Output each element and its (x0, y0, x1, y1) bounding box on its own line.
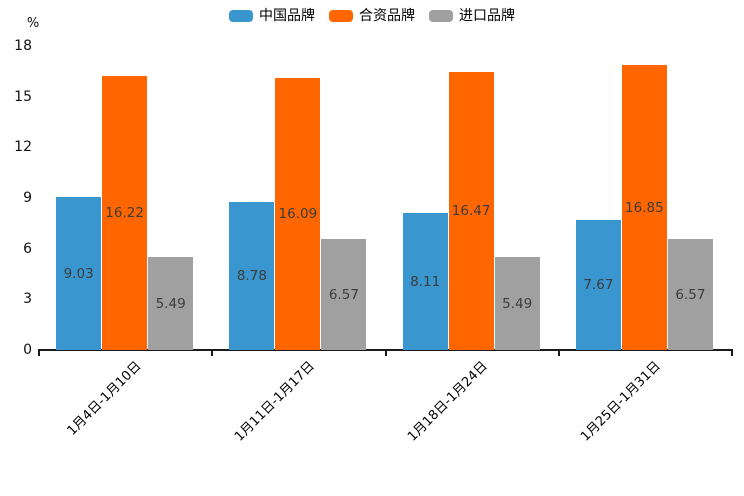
legend-label: 中国品牌 (259, 8, 315, 24)
y-tick-label: 6 (23, 240, 32, 257)
bar-value-label: 5.49 (155, 295, 186, 312)
legend-item-0: 中国品牌 (229, 8, 315, 24)
bar-value-label: 16.47 (451, 203, 491, 219)
bar-进口品牌-1: 6.57 (321, 239, 367, 350)
bar-中国品牌-0: 9.03 (56, 197, 102, 350)
x-tick-mark (38, 351, 40, 356)
bar-中国品牌-1: 8.78 (229, 202, 275, 350)
y-tick-label: 9 (23, 190, 32, 206)
y-tick-label: 12 (14, 139, 32, 156)
x-axis-line (38, 349, 733, 351)
bar-value-label: 7.67 (583, 277, 614, 293)
bar-value-label: 16.85 (625, 199, 664, 216)
y-tick-label: 18 (14, 38, 32, 54)
legend-label: 合资品牌 (359, 8, 415, 24)
y-tick-label: 0 (23, 342, 32, 358)
x-tick-mark (731, 351, 733, 356)
x-tick-label: 1月25日-1月31日 (578, 358, 664, 445)
legend-swatch-icon (329, 10, 353, 22)
bar-value-label: 16.22 (105, 205, 144, 221)
bar-value-label: 8.78 (236, 268, 267, 284)
bar-进口品牌-3: 6.57 (667, 239, 713, 350)
bar-合资品牌-1: 16.09 (275, 78, 321, 350)
bar-value-label: 8.11 (410, 273, 441, 290)
bar-group: 7.67 16.85 6.57 (575, 46, 713, 350)
bar-group: 8.11 16.47 5.49 (402, 46, 540, 350)
bar-合资品牌-3: 16.85 (621, 65, 667, 350)
x-tick-label: 1月4日-1月10日 (64, 358, 145, 439)
y-tick-label: 15 (14, 88, 32, 105)
legend-swatch-icon (429, 10, 453, 22)
bar-group: 9.03 16.22 5.49 (56, 46, 194, 350)
bar-进口品牌-2: 5.49 (494, 257, 540, 350)
x-tick-mark (384, 351, 387, 356)
bar-中国品牌-3: 7.67 (575, 220, 621, 350)
y-axis-unit-label: % (26, 16, 40, 31)
bar-group: 8.78 16.09 6.57 (229, 46, 367, 350)
bar-value-label: 5.49 (502, 295, 533, 312)
bar-value-label: 6.57 (328, 286, 359, 303)
legend-swatch-icon (229, 10, 253, 22)
bar-value-label: 16.09 (278, 206, 318, 222)
x-tick-mark (211, 351, 214, 356)
bar-合资品牌-2: 16.47 (448, 72, 494, 350)
legend: 中国品牌 合资品牌 进口品牌 (0, 8, 744, 24)
bar-value-label: 6.57 (675, 286, 706, 303)
x-tick-mark (557, 351, 560, 356)
x-tick-label: 1月11日-1月17日 (231, 358, 318, 445)
bar-value-label: 9.03 (63, 265, 94, 282)
legend-label: 进口品牌 (459, 8, 515, 24)
x-tick-label: 1月18日-1月24日 (404, 358, 491, 445)
legend-item-1: 合资品牌 (329, 8, 415, 24)
bar-进口品牌-0: 5.49 (148, 257, 194, 350)
bar-中国品牌-2: 8.11 (402, 213, 448, 350)
legend-item-2: 进口品牌 (429, 8, 515, 24)
y-tick-label: 3 (23, 291, 32, 308)
bar-合资品牌-0: 16.22 (102, 76, 148, 350)
